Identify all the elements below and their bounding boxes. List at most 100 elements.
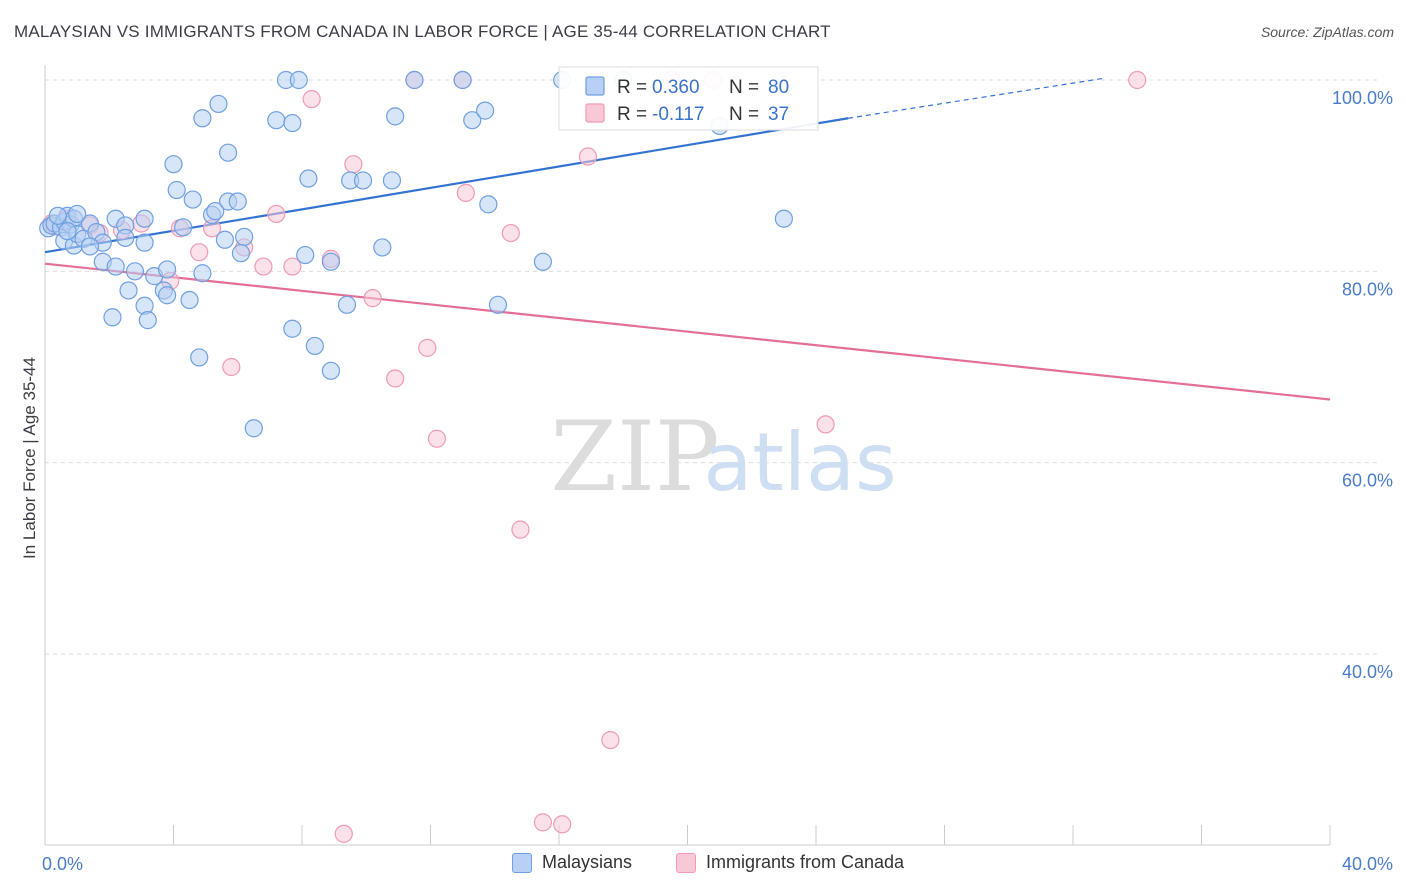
point-canada (418, 338, 437, 357)
y-axis-label: In Labor Force | Age 35-44 (20, 357, 39, 559)
point-malaysians (215, 230, 234, 249)
point-malaysians (476, 101, 495, 120)
point-malaysians (235, 227, 254, 246)
legend-swatch-canada (676, 852, 696, 873)
point-malaysians (774, 209, 793, 228)
point-malaysians (386, 107, 405, 126)
point-malaysians (209, 94, 228, 114)
point-malaysians (164, 155, 183, 174)
point-canada (511, 520, 530, 539)
stats-r-label: R = (617, 77, 647, 98)
point-canada (427, 429, 447, 448)
point-malaysians (321, 361, 341, 380)
point-malaysians (106, 257, 125, 276)
point-malaysians (283, 319, 302, 338)
point-canada (190, 243, 209, 262)
point-malaysians (296, 245, 315, 265)
point-canada (533, 813, 553, 832)
point-canada (254, 257, 273, 276)
point-malaysians (135, 209, 154, 228)
stats-n-label: N = (729, 104, 759, 125)
y-tick-label: 80.0% (1342, 279, 1393, 299)
legend-swatch-malaysians (512, 852, 532, 873)
point-malaysians (373, 238, 392, 257)
point-malaysians (382, 171, 402, 190)
point-canada (601, 730, 620, 750)
point-canada (222, 357, 241, 377)
point-malaysians (231, 244, 251, 263)
point-canada (363, 289, 382, 308)
tick-labels: 100.0% 80.0% 60.0% 40.0% 0.0% 40.0% (42, 88, 1393, 874)
stats-n-label: N = (729, 77, 759, 98)
point-malaysians (193, 264, 212, 283)
y-tick-label: 100.0% (1332, 88, 1393, 108)
point-canada (386, 369, 405, 388)
point-malaysians (305, 336, 324, 356)
trend-line-extension-malaysians (848, 77, 1106, 119)
legend-label-canada: Immigrants from Canada (706, 852, 905, 872)
legend-item-immigrants-from-canada[interactable]: Immigrants from Canada (676, 852, 904, 873)
point-malaysians (479, 195, 498, 214)
point-malaysians (337, 295, 357, 314)
x-tick-label: 40.0% (1342, 854, 1393, 874)
point-malaysians (267, 111, 286, 130)
point-malaysians (353, 171, 373, 190)
point-malaysians (138, 311, 157, 330)
stats-swatch-malaysians (585, 76, 605, 96)
stats-r-value: -0.117 (652, 104, 704, 125)
point-malaysians (174, 218, 193, 237)
point-malaysians (68, 204, 87, 224)
trend-line-canada (44, 262, 1331, 401)
legend-item-malaysians[interactable]: Malaysians (512, 852, 632, 873)
point-malaysians (321, 252, 341, 271)
stats-r-label: R = (617, 104, 647, 125)
watermark-zip: ZIP (550, 401, 719, 513)
point-malaysians (167, 180, 186, 200)
stats-n-value: 80 (768, 77, 789, 98)
point-malaysians (405, 70, 424, 90)
bottom-legend: Malaysians Immigrants from Canada (0, 852, 1406, 878)
point-malaysians (157, 260, 177, 279)
point-malaysians (103, 308, 122, 327)
watermark-atlas: atlas (703, 416, 896, 509)
point-malaysians (58, 222, 77, 241)
y-tick-label: 60.0% (1342, 471, 1393, 491)
point-canada (334, 824, 353, 843)
point-malaysians (219, 143, 238, 162)
y-axis-label-group: In Labor Force | Age 35-44 (20, 357, 39, 559)
point-malaysians (116, 228, 135, 247)
point-malaysians (80, 237, 100, 256)
point-malaysians (135, 233, 154, 252)
point-canada (816, 415, 835, 434)
stats-legend: R = 0.360 N = 80 R = -0.117 N = 37 (558, 66, 819, 131)
stats-n-value: 37 (768, 104, 789, 125)
point-malaysians (283, 113, 302, 133)
axes (44, 65, 1331, 846)
point-malaysians (193, 109, 212, 128)
point-malaysians (180, 290, 199, 310)
point-canada (578, 147, 598, 166)
point-malaysians (190, 348, 209, 367)
point-canada (302, 90, 321, 109)
watermark: ZIP atlas (550, 401, 896, 513)
point-malaysians (289, 70, 308, 90)
point-canada (1128, 70, 1147, 90)
chart-title: MALAYSIAN VS IMMIGRANTS FROM CANADA IN L… (14, 22, 831, 41)
stats-r-value: 0.360 (652, 77, 700, 98)
point-malaysians (228, 192, 247, 211)
point-malaysians (533, 252, 553, 271)
point-canada (344, 155, 363, 174)
y-tick-label: 40.0% (1342, 662, 1393, 682)
point-malaysians (453, 70, 472, 90)
point-malaysians (299, 169, 318, 188)
point-malaysians (157, 286, 177, 305)
legend-label-malaysians: Malaysians (542, 852, 633, 872)
point-canada (283, 257, 302, 276)
point-malaysians (488, 295, 508, 314)
source-label: Source: ZipAtlas.com (1260, 24, 1394, 40)
point-malaysians (244, 419, 263, 438)
point-canada (267, 204, 286, 224)
point-malaysians (125, 262, 145, 281)
point-canada (553, 815, 572, 834)
